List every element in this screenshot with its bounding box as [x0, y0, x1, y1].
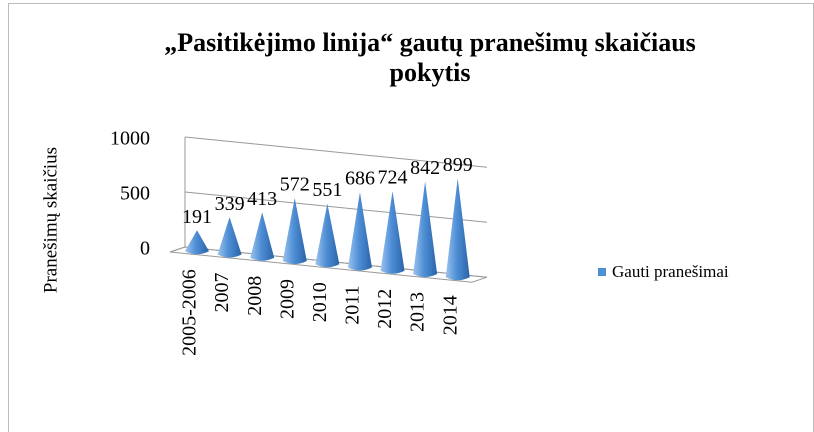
x-tick-label: 2013 [407, 292, 429, 332]
x-tick-label: 2010 [309, 282, 331, 322]
y-axis-label: Pranešimų skaičius [40, 147, 61, 293]
legend-swatch [598, 268, 606, 276]
wall-edge [169, 246, 186, 253]
chart-title: „Pasitikėjimo linija“ gautų pranešimų sk… [164, 28, 696, 87]
value-label: 724 [378, 167, 408, 189]
value-label: 413 [247, 188, 277, 210]
value-label: 191 [182, 206, 212, 228]
cone [282, 198, 307, 264]
x-tick-label: 2012 [374, 289, 396, 329]
x-tick-label: 2009 [276, 279, 298, 319]
cone [347, 192, 372, 271]
x-tick-label: 2008 [244, 276, 266, 316]
cone [380, 191, 405, 274]
y-tick-label: 500 [120, 183, 150, 205]
value-label: 899 [443, 154, 473, 176]
cone [445, 178, 470, 281]
cone [315, 203, 340, 268]
value-label: 572 [280, 174, 310, 196]
y-tick-label: 0 [140, 238, 150, 260]
cone [250, 212, 275, 261]
x-tick-label: 2005-2006 [179, 269, 201, 356]
value-label: 842 [410, 157, 440, 179]
grid-line [184, 191, 488, 223]
value-label: 551 [312, 179, 342, 201]
x-tick-label: 2011 [342, 285, 364, 324]
x-tick-label: 2007 [211, 272, 233, 312]
legend-label: Gauti pranešimai [612, 262, 729, 281]
cone [413, 181, 438, 278]
cone [217, 217, 242, 258]
y-tick-label: 1000 [110, 128, 150, 150]
grid-line [184, 136, 488, 168]
x-tick-label: 2014 [439, 295, 461, 335]
cone [185, 230, 209, 255]
value-label: 339 [215, 193, 245, 215]
value-label: 686 [345, 168, 375, 190]
